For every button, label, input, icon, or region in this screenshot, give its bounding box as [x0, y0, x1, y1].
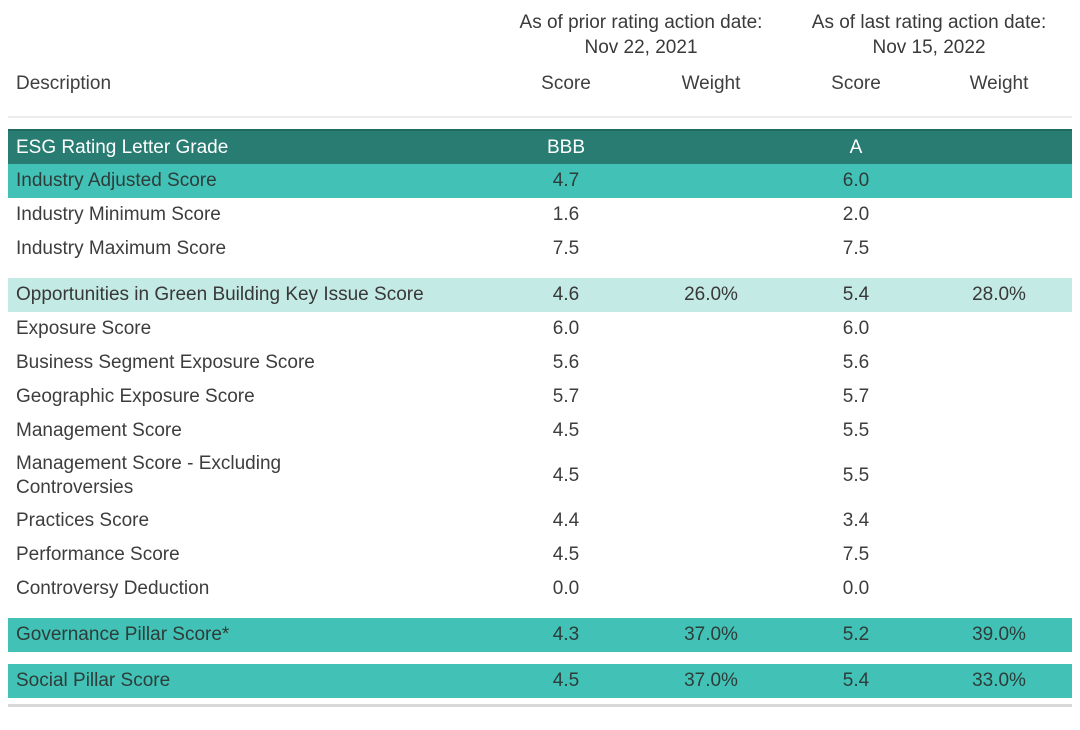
table-row: Practices Score 4.4 3.4 [8, 504, 1072, 538]
score-last-value: 5.4 [842, 670, 870, 691]
score-last-column-header: Score [831, 73, 881, 94]
table-row: Management Score 4.5 5.5 [8, 414, 1072, 448]
table-row: Business Segment Exposure Score 5.6 5.6 [8, 346, 1072, 380]
last-rating-header: As of last rating action date: Nov 15, 2… [786, 10, 1072, 60]
score-prior-value: 4.5 [552, 465, 580, 486]
score-prior-value: 4.5 [552, 670, 580, 691]
table-row: Industry Maximum Score 7.5 7.5 [8, 232, 1072, 266]
score-last-value: A [849, 136, 863, 158]
score-prior-value: 5.6 [552, 352, 580, 373]
group-header-row: As of prior rating action date: Nov 22, … [8, 10, 1072, 60]
weight-last-value: 28.0% [972, 284, 1026, 305]
score-prior-value: 4.6 [552, 284, 580, 305]
row-label: Performance Score [16, 544, 180, 565]
prior-rating-date: Nov 22, 2021 [584, 37, 698, 58]
table-row: Industry Adjusted Score 4.7 6.0 [8, 164, 1072, 198]
score-last-value: 6.0 [842, 318, 870, 339]
score-prior-value: 4.4 [552, 510, 580, 531]
score-prior-value: 4.5 [552, 544, 580, 565]
score-last-value: 5.2 [842, 624, 870, 645]
table-row: Industry Minimum Score 1.6 2.0 [8, 198, 1072, 232]
weight-last-value: 33.0% [972, 670, 1026, 691]
score-prior-value: 4.3 [552, 624, 580, 645]
score-prior-value: BBB [546, 136, 586, 158]
row-label: Industry Minimum Score [16, 204, 221, 225]
score-last-value: 5.6 [842, 352, 870, 373]
score-last-value: 0.0 [842, 578, 870, 599]
table-row: Geographic Exposure Score 5.7 5.7 [8, 380, 1072, 414]
score-last-value: 6.0 [842, 170, 870, 191]
score-prior-value: 4.5 [552, 420, 580, 441]
table-row: Opportunities in Green Building Key Issu… [8, 278, 1072, 312]
score-prior-value: 7.5 [552, 238, 580, 259]
description-column-header: Description [16, 73, 112, 94]
row-label: Management Score - Excluding Controversi… [16, 453, 282, 498]
row-label: Geographic Exposure Score [16, 386, 255, 407]
score-last-value: 2.0 [842, 204, 870, 225]
row-label: Management Score [16, 420, 182, 441]
table-row: Governance Pillar Score* 4.3 37.0% 5.2 39.0% [8, 618, 1072, 652]
table-body: ESG Rating Letter Grade BBB A Industry Adju… [8, 129, 1072, 698]
row-label: Industry Adjusted Score [16, 170, 217, 191]
prior-rating-title: As of prior rating action date: [519, 12, 763, 33]
score-last-value: 5.7 [842, 386, 870, 407]
last-rating-title: As of last rating action date: [811, 12, 1047, 33]
row-label: Social Pillar Score [16, 670, 171, 691]
weight-prior-value: 37.0% [684, 670, 738, 691]
score-prior-column-header: Score [541, 73, 591, 94]
row-gap [8, 266, 1072, 278]
bottom-divider [8, 704, 1072, 707]
score-prior-value: 0.0 [552, 578, 580, 599]
table-row: Management Score - Excluding Controversi… [8, 448, 1072, 504]
score-last-value: 3.4 [842, 510, 870, 531]
prior-rating-header: As of prior rating action date: Nov 22, … [496, 10, 786, 60]
row-label: Industry Maximum Score [16, 238, 227, 259]
table-row: Controversy Deduction 0.0 0.0 [8, 572, 1072, 606]
score-prior-value: 4.7 [552, 170, 580, 191]
last-rating-date: Nov 15, 2022 [872, 37, 986, 58]
score-prior-value: 6.0 [552, 318, 580, 339]
row-label: Business Segment Exposure Score [16, 352, 315, 373]
score-last-value: 7.5 [842, 238, 870, 259]
header-divider [8, 116, 1072, 118]
table-row: Social Pillar Score 4.5 37.0% 5.4 33.0% [8, 664, 1072, 698]
row-label: Practices Score [16, 510, 150, 531]
row-label: ESG Rating Letter Grade [16, 136, 229, 158]
weight-prior-column-header: Weight [681, 73, 741, 94]
row-label: Governance Pillar Score* [16, 624, 230, 645]
table-row: Exposure Score 6.0 6.0 [8, 312, 1072, 346]
table-row: Performance Score 4.5 7.5 [8, 538, 1072, 572]
column-header-row: Description Score Weight Score Weight [8, 73, 1072, 95]
score-prior-value: 5.7 [552, 386, 580, 407]
score-last-value: 5.5 [842, 420, 870, 441]
score-prior-value: 1.6 [552, 204, 580, 225]
table-row: ESG Rating Letter Grade BBB A [8, 129, 1072, 164]
weight-last-column-header: Weight [969, 73, 1029, 94]
row-label: Exposure Score [16, 318, 152, 339]
score-last-value: 5.5 [842, 465, 870, 486]
row-gap [8, 606, 1072, 618]
weight-prior-value: 37.0% [684, 624, 738, 645]
row-gap [8, 652, 1072, 664]
weight-last-value: 39.0% [972, 624, 1026, 645]
row-label: Opportunities in Green Building Key Issu… [16, 284, 424, 305]
weight-prior-value: 26.0% [684, 284, 738, 305]
score-last-value: 7.5 [842, 544, 870, 565]
score-last-value: 5.4 [842, 284, 870, 305]
esg-rating-table: As of prior rating action date: Nov 22, … [8, 10, 1072, 707]
row-label: Controversy Deduction [16, 578, 210, 599]
